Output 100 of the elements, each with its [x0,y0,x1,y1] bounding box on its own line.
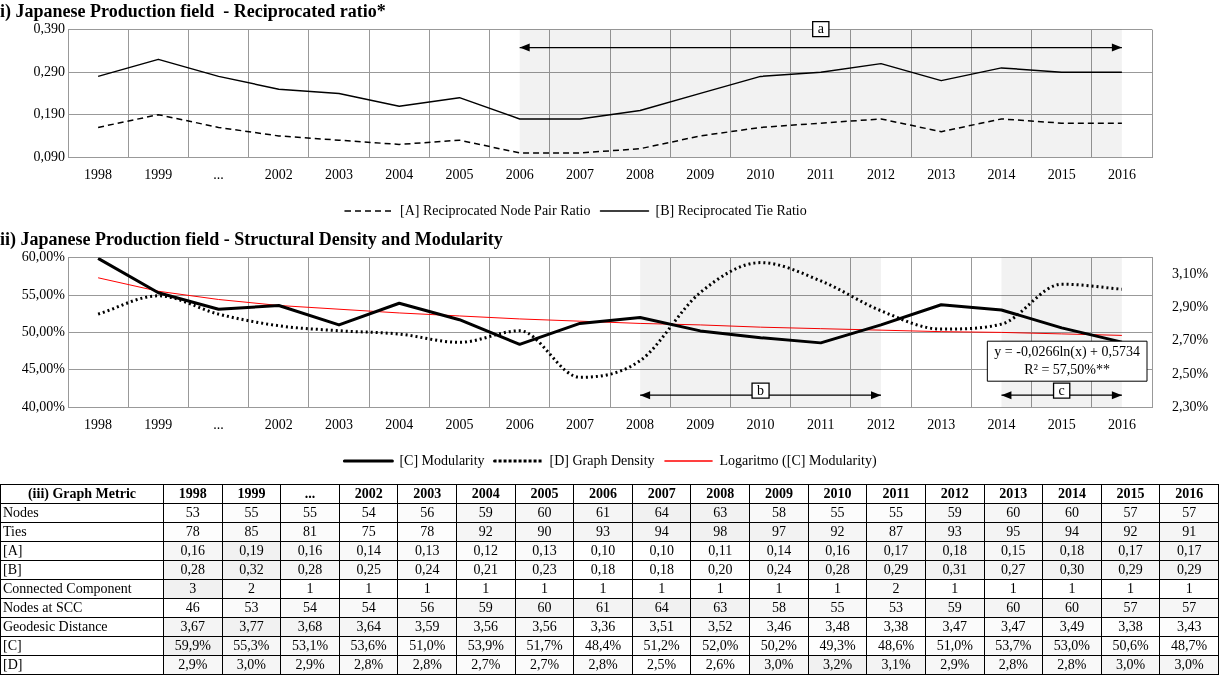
chart-title: (iii) Graph Metric [0,484,164,504]
data-label: 2,8% [339,655,398,675]
data-label: 0,29 [1101,560,1160,580]
data-label: 2,9% [163,655,223,675]
data-label: 50,6% [1101,636,1160,656]
data-label: 0,18 [573,560,633,580]
data-label: 0,24 [749,560,809,580]
data-label: 3,47 [984,617,1043,637]
data-label: 1 [456,579,516,599]
x-tick-label: 2012 [867,417,895,433]
data-label: 2 [866,579,926,599]
data-label: 3,38 [1101,617,1160,637]
data-label: 53 [866,598,926,618]
x-tick-label: 2007 [632,484,691,504]
x-tick-label: 2002 [264,417,293,433]
data-label: 63 [690,598,750,618]
data-label: 55 [280,503,340,523]
data-label: 0,30 [1042,560,1102,580]
data-label: 61 [573,503,633,523]
data-label: 3,0% [1159,655,1219,675]
data-label: 53,0% [1042,636,1102,656]
data-label: 0,13 [397,541,457,561]
y-tick-label: 0,390 [33,21,65,37]
x-tick-label: 2006 [505,167,534,183]
x-tick-label: 2015 [1047,167,1076,183]
data-label: 0,28 [163,560,223,580]
x-tick-label: 2013 [927,417,956,433]
y-tick-label: [C] [0,636,164,656]
data-label: 63 [690,503,750,523]
y-tick-label: Geodesic Distance [0,617,164,637]
data-label: 60 [1042,503,1102,523]
x-tick-label: 2009 [749,484,809,504]
data-label: 60 [984,598,1043,618]
data-label: 53,6% [339,636,398,656]
x-tick-label: ... [280,484,340,504]
data-label: 2,5% [632,655,691,675]
data-label: 0,15 [984,541,1043,561]
data-label: 3,56 [515,617,574,637]
data-label: 85 [222,522,281,542]
data-label: 78 [397,522,457,542]
data-label: 0,18 [632,560,691,580]
x-tick-label: 2003 [397,484,457,504]
data-label: 0,29 [1159,560,1219,580]
data-label: 91 [1159,522,1219,542]
x-tick-label: 2016 [1107,417,1136,433]
data-label: 92 [808,522,867,542]
y2-tick-label: 3,10% [1172,265,1209,281]
x-tick-label: 2010 [746,167,775,183]
data-label: 2,6% [690,655,750,675]
data-label: 0,20 [690,560,750,580]
x-tick-label: 2008 [626,417,655,433]
data-label: 64 [632,503,691,523]
data-label: 0,19 [222,541,281,561]
data-label: 0,17 [866,541,926,561]
x-tick-label: 2011 [807,417,835,433]
data-label: 2,8% [1042,655,1102,675]
y-tick-label: [D] [0,655,164,675]
data-label: 0,14 [339,541,398,561]
data-label: 2,9% [925,655,985,675]
data-label: 2,9% [280,655,340,675]
y-tick-label: 0,190 [33,106,65,122]
data-label: 54 [280,598,340,618]
data-label: 3,36 [573,617,633,637]
legend-label: [C] Modularity [399,452,485,468]
data-label: 48,6% [866,636,926,656]
data-label: 2,7% [515,655,574,675]
x-tick-label: 2014 [987,167,1016,183]
x-tick-label: 2010 [746,417,775,433]
data-label: 2,8% [984,655,1043,675]
data-label: 0,13 [515,541,574,561]
data-label: 57 [1159,503,1219,523]
x-tick-label: 2007 [565,417,594,433]
data-label: 57 [1101,598,1160,618]
data-label: 0,32 [222,560,281,580]
y-tick-label: [A] [0,541,164,561]
y-tick-label: Connected Component [0,579,164,599]
chart-title: i) Japanese Production field - Reciprocated ratio* [0,1,386,23]
x-tick-label: 1998 [84,167,113,183]
y-tick-label: 60,00% [21,249,66,265]
data-label: 93 [573,522,633,542]
data-label: 3 [163,579,223,599]
x-tick-label: 2002 [264,167,293,183]
data-label: 3,2% [808,655,867,675]
data-label: 57 [1159,598,1219,618]
x-tick-label: ... [213,167,224,183]
data-label: 0,18 [925,541,985,561]
data-label: 0,28 [808,560,867,580]
data-label: 2,8% [573,655,633,675]
data-label: 3,0% [1101,655,1160,675]
data-label: 3,1% [866,655,926,675]
data-label: 94 [632,522,691,542]
data-label: 92 [456,522,516,542]
data-label: 50,2% [749,636,809,656]
data-label: 1 [515,579,574,599]
y2-tick-label: 2,50% [1172,365,1209,381]
data-label: 51,2% [632,636,691,656]
data-label: 3,38 [866,617,926,637]
data-label: 59 [456,598,516,618]
x-tick-label: 2002 [339,484,398,504]
data-label: 59,9% [163,636,223,656]
